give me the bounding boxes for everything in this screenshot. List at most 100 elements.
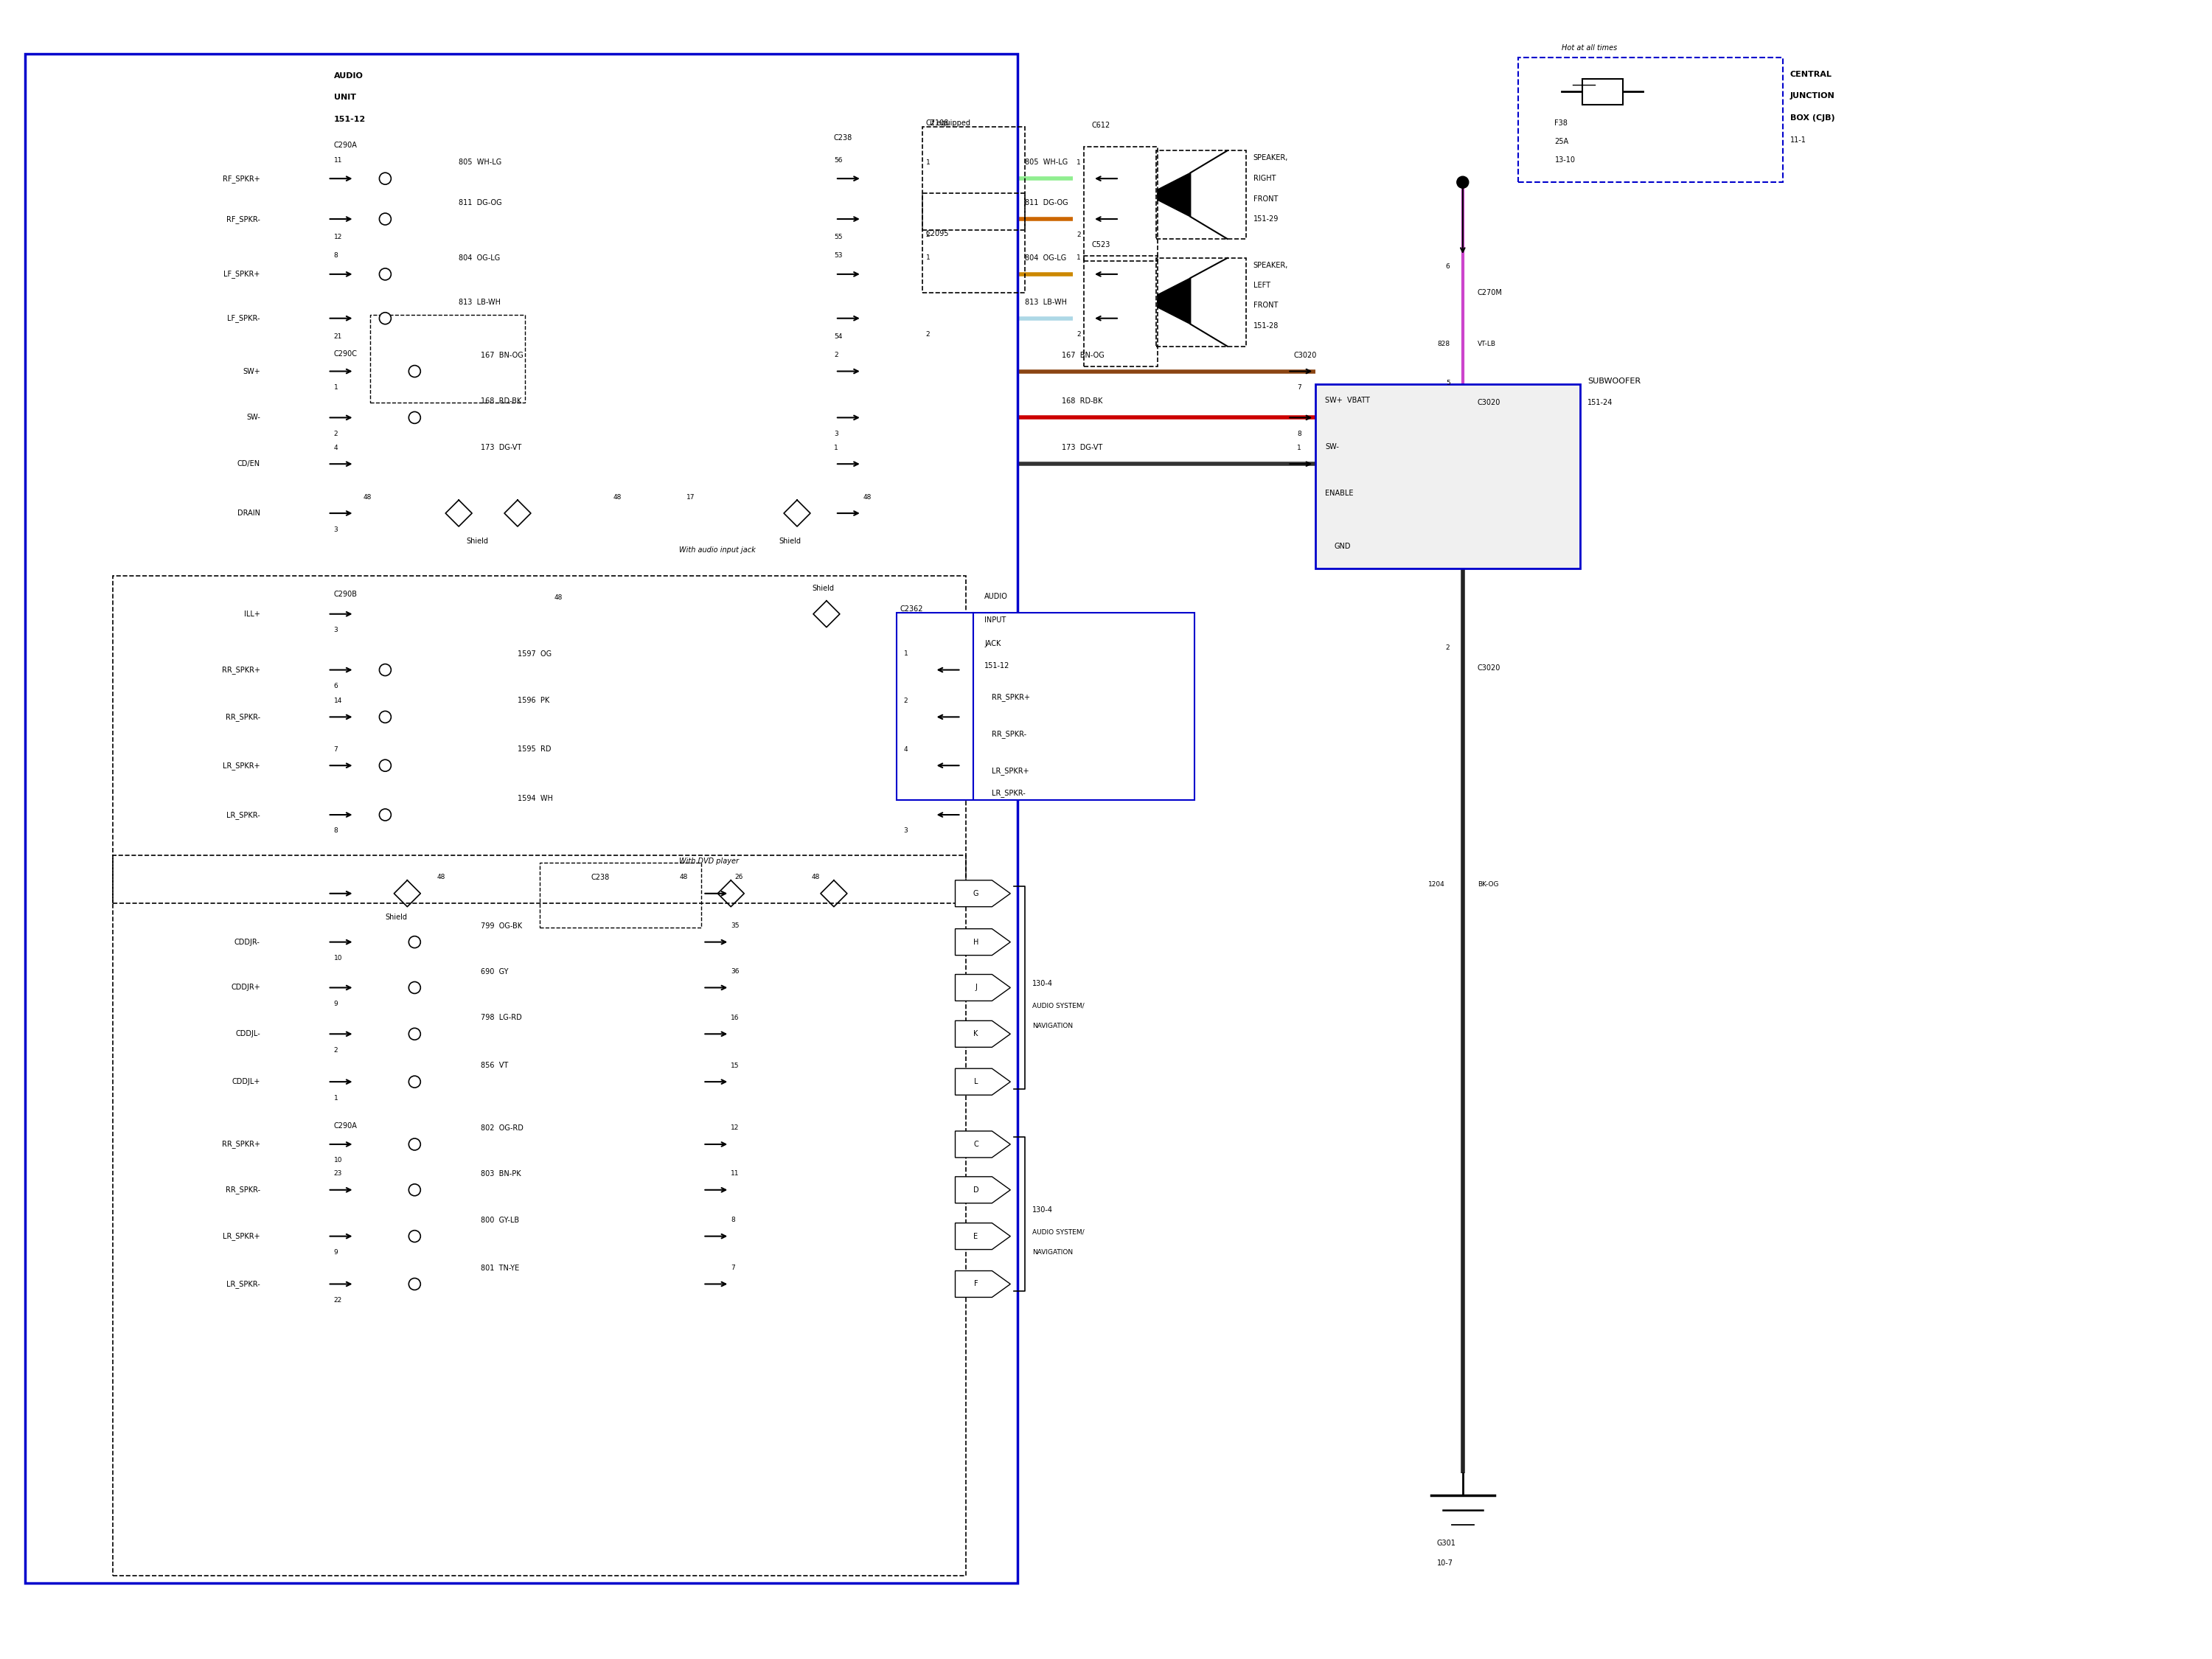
- Text: AUDIO SYSTEM/: AUDIO SYSTEM/: [1033, 1002, 1084, 1009]
- Text: 168  RD-BK: 168 RD-BK: [1062, 398, 1104, 405]
- Text: 55: 55: [834, 234, 843, 241]
- Text: 1596  PK: 1596 PK: [518, 697, 549, 705]
- Text: 4: 4: [905, 747, 907, 753]
- Text: 5: 5: [1447, 380, 1451, 387]
- Circle shape: [409, 411, 420, 423]
- Bar: [922, 128, 1024, 231]
- Circle shape: [378, 810, 392, 821]
- Text: C238: C238: [834, 134, 852, 141]
- Text: 48: 48: [436, 874, 445, 881]
- Bar: [896, 612, 973, 800]
- Text: Shield: Shield: [467, 538, 489, 544]
- Text: 9: 9: [334, 1249, 338, 1256]
- Polygon shape: [956, 1020, 1011, 1047]
- Text: 21: 21: [334, 333, 343, 340]
- Text: JUNCTION: JUNCTION: [1790, 93, 1834, 100]
- Polygon shape: [956, 1176, 1011, 1203]
- Text: 48: 48: [812, 874, 821, 881]
- Circle shape: [409, 1077, 420, 1088]
- Text: 799  OG-BK: 799 OG-BK: [480, 922, 522, 929]
- Polygon shape: [956, 974, 1011, 1000]
- Text: 1597  OG: 1597 OG: [518, 650, 551, 657]
- Text: 6: 6: [334, 684, 338, 690]
- Bar: [1157, 151, 1245, 239]
- Text: 3: 3: [905, 828, 907, 834]
- Text: 11-1: 11-1: [1790, 136, 1807, 144]
- Text: BOX (CJB): BOX (CJB): [1790, 114, 1834, 123]
- Text: RR_SPKR-: RR_SPKR-: [226, 1186, 261, 1194]
- Text: CDDJR-: CDDJR-: [234, 939, 261, 946]
- Text: SW+  VBATT: SW+ VBATT: [1325, 397, 1369, 405]
- Text: RR_SPKR+: RR_SPKR+: [221, 1140, 261, 1148]
- Polygon shape: [956, 1223, 1011, 1249]
- Text: 813  LB-WH: 813 LB-WH: [1024, 299, 1066, 305]
- Text: L: L: [973, 1078, 978, 1085]
- Text: C290C: C290C: [334, 350, 358, 357]
- Text: JACK: JACK: [984, 640, 1002, 647]
- Text: 1: 1: [334, 1095, 338, 1102]
- Text: BK-OG: BK-OG: [1478, 881, 1498, 888]
- Text: 2: 2: [927, 332, 929, 338]
- Text: 1204: 1204: [1429, 881, 1444, 888]
- Polygon shape: [956, 881, 1011, 907]
- Text: 2: 2: [334, 430, 338, 436]
- Circle shape: [409, 1029, 420, 1040]
- Text: SPEAKER,: SPEAKER,: [1254, 154, 1287, 161]
- Text: DRAIN: DRAIN: [237, 509, 261, 518]
- Text: RR_SPKR+: RR_SPKR+: [991, 693, 1031, 702]
- Text: 14: 14: [334, 697, 343, 703]
- Text: 2: 2: [1447, 644, 1449, 650]
- Text: 801  TN-YE: 801 TN-YE: [480, 1264, 520, 1271]
- Text: C2095: C2095: [927, 231, 949, 237]
- Text: 151-12: 151-12: [984, 662, 1011, 669]
- Text: 12: 12: [730, 1125, 739, 1131]
- Bar: [1084, 255, 1157, 367]
- Text: Shield: Shield: [812, 584, 834, 592]
- Text: 35: 35: [730, 922, 739, 929]
- Circle shape: [378, 712, 392, 723]
- Circle shape: [378, 664, 392, 675]
- Polygon shape: [956, 1068, 1011, 1095]
- Text: F: F: [973, 1281, 978, 1287]
- Text: LR_SPKR+: LR_SPKR+: [991, 766, 1029, 775]
- Text: C3020: C3020: [1294, 352, 1316, 358]
- Bar: [973, 612, 1194, 800]
- Text: 804  OG-LG: 804 OG-LG: [458, 254, 500, 262]
- Text: 130-4: 130-4: [1033, 980, 1053, 987]
- Text: C612: C612: [1091, 121, 1110, 129]
- Circle shape: [409, 936, 420, 947]
- Text: LF_SPKR+: LF_SPKR+: [223, 270, 261, 279]
- Polygon shape: [956, 1131, 1011, 1158]
- Text: AUDIO SYSTEM/: AUDIO SYSTEM/: [1033, 1229, 1084, 1236]
- Text: 13-10: 13-10: [1555, 156, 1575, 164]
- Polygon shape: [1157, 277, 1190, 324]
- Text: NAVIGATION: NAVIGATION: [1033, 1022, 1073, 1029]
- Text: 1: 1: [1296, 445, 1301, 451]
- Circle shape: [409, 365, 420, 377]
- Text: 4: 4: [334, 445, 338, 451]
- Text: 2: 2: [905, 697, 907, 703]
- Text: 48: 48: [613, 494, 622, 501]
- Text: 151-12: 151-12: [334, 116, 365, 123]
- Circle shape: [409, 982, 420, 994]
- Text: 48: 48: [679, 874, 688, 881]
- Text: 805  WH-LG: 805 WH-LG: [1024, 159, 1068, 166]
- Text: 798  LG-RD: 798 LG-RD: [480, 1014, 522, 1022]
- Text: C238: C238: [591, 874, 611, 881]
- Text: CENTRAL: CENTRAL: [1790, 70, 1832, 78]
- Text: RIGHT: RIGHT: [1254, 174, 1276, 182]
- Text: LR_SPKR-: LR_SPKR-: [226, 1281, 261, 1287]
- Text: RF_SPKR+: RF_SPKR+: [223, 174, 261, 182]
- Text: C3020: C3020: [1478, 400, 1500, 406]
- Text: 173  DG-VT: 173 DG-VT: [480, 445, 522, 451]
- Circle shape: [378, 312, 392, 324]
- Text: 2: 2: [1077, 332, 1082, 338]
- Text: 6: 6: [1447, 264, 1451, 270]
- Text: 23: 23: [334, 1170, 343, 1176]
- Text: With audio input jack: With audio input jack: [679, 546, 757, 554]
- Text: C523: C523: [1091, 241, 1110, 249]
- Text: 151-24: 151-24: [1588, 400, 1613, 406]
- Text: 3: 3: [834, 430, 838, 436]
- Text: 48: 48: [555, 594, 562, 601]
- Text: 8: 8: [730, 1216, 734, 1223]
